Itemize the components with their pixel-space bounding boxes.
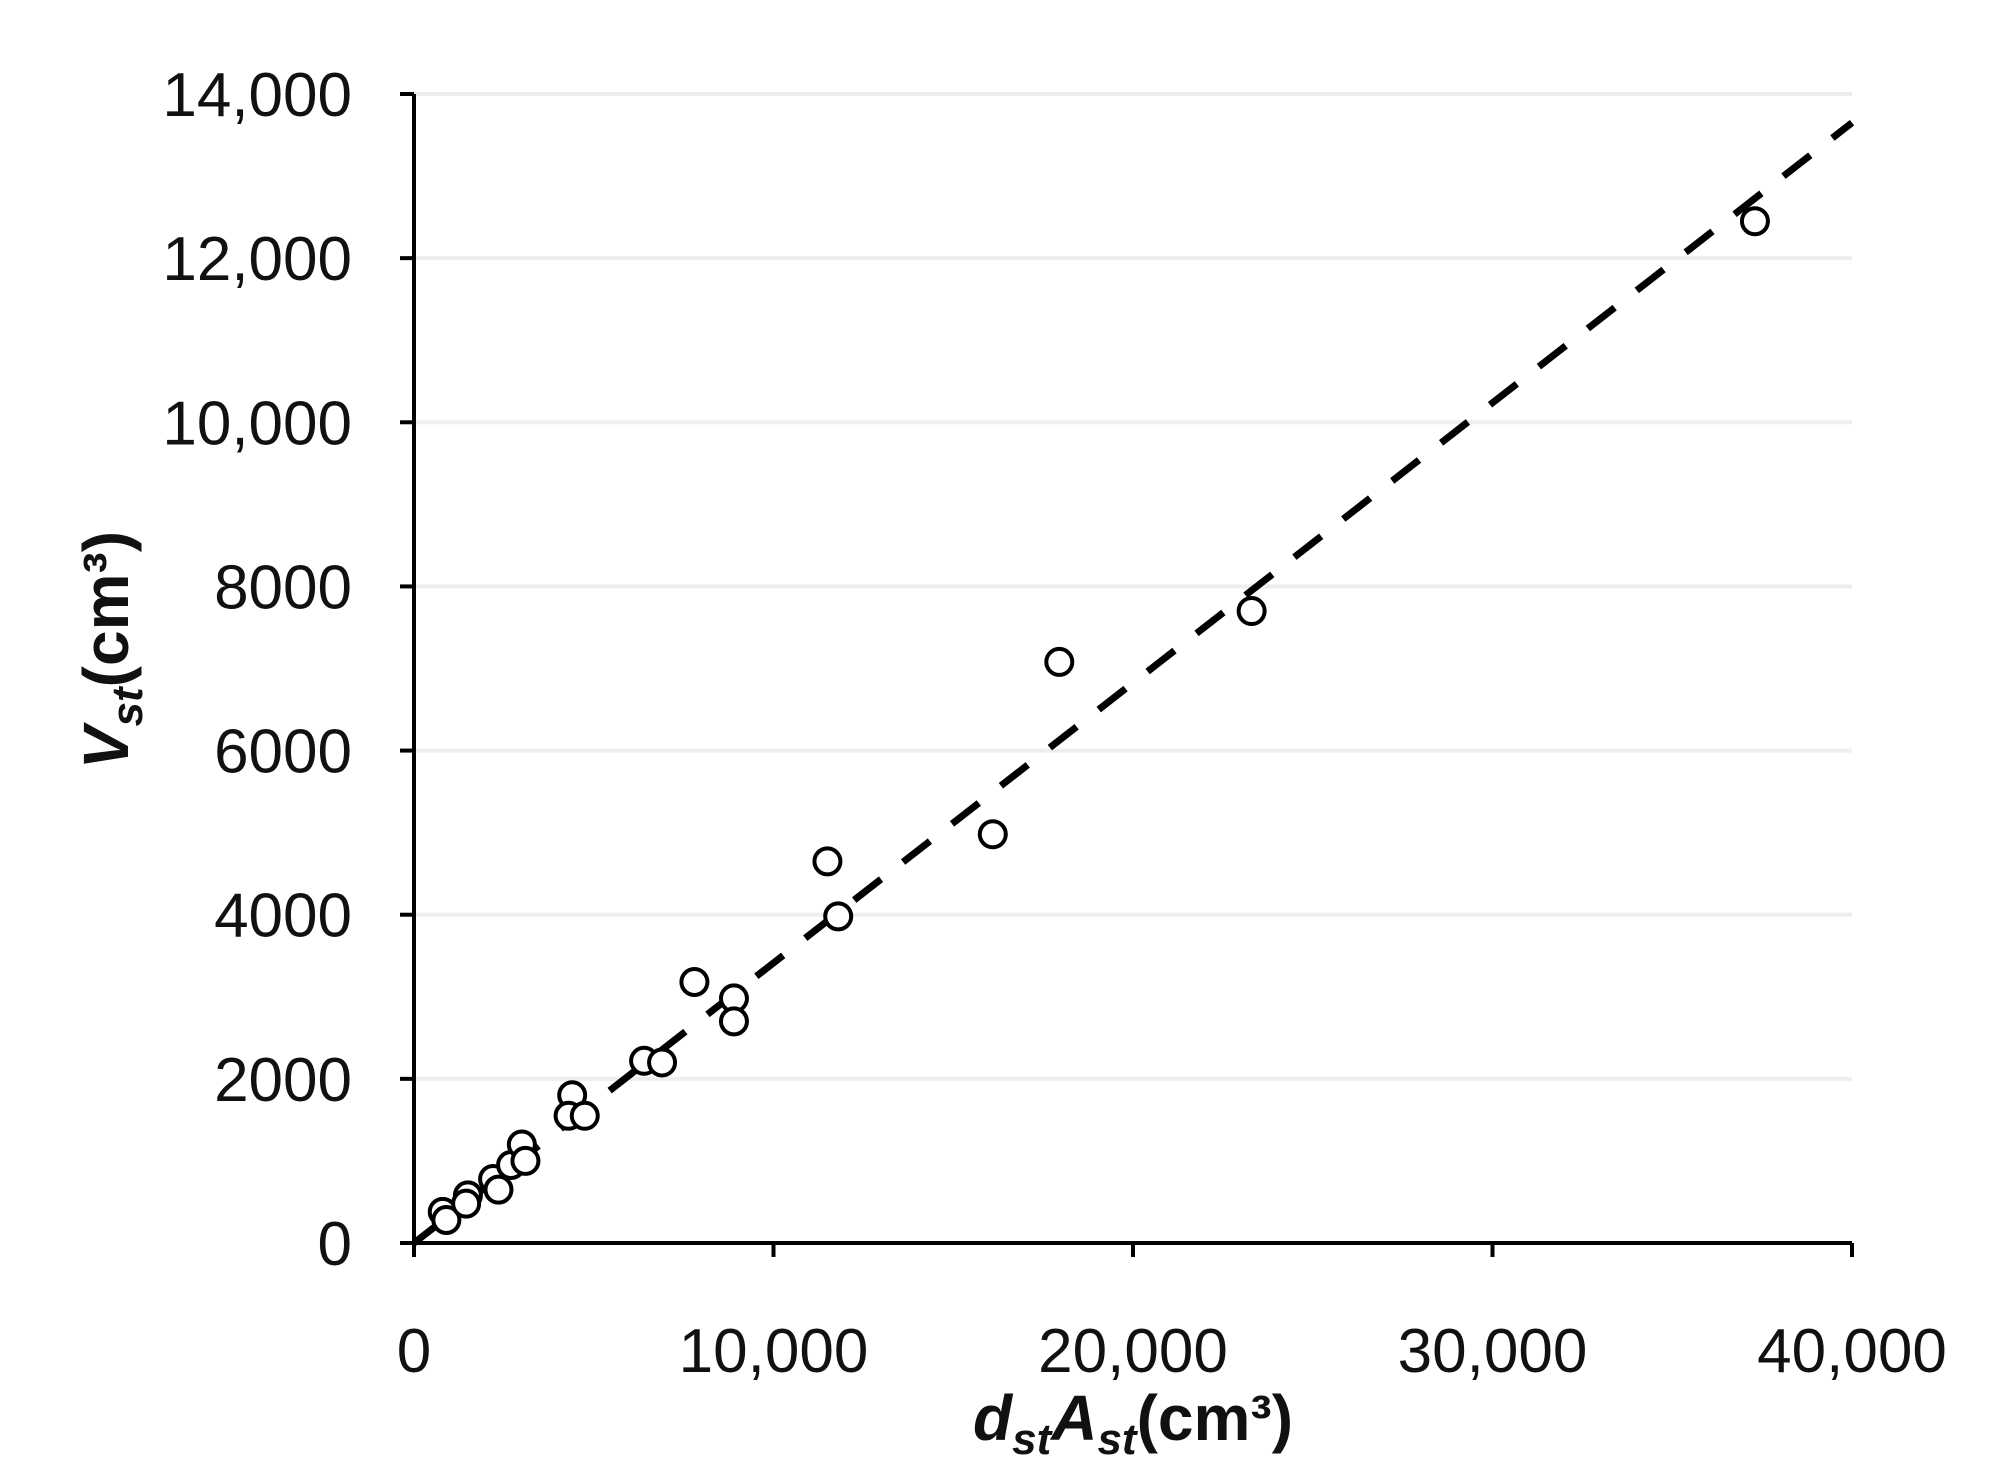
- data-point: [1739, 206, 1770, 237]
- data-points: [427, 206, 1770, 1236]
- x-tick-label: 30,000: [1398, 1317, 1588, 1386]
- data-point: [977, 819, 1008, 850]
- data-point: [823, 901, 854, 932]
- data-point: [451, 1188, 482, 1219]
- data-point: [679, 967, 710, 998]
- grid-lines: [414, 92, 1852, 1081]
- x-axis-title-main1: d: [973, 1382, 1014, 1454]
- data-point: [569, 1100, 600, 1131]
- y-tick-label: 6000: [214, 718, 352, 787]
- data-point: [510, 1145, 541, 1176]
- data-point: [483, 1174, 514, 1205]
- y-tick-label: 4000: [214, 882, 352, 951]
- y-tick-label: 8000: [214, 553, 352, 622]
- x-axis-title-unit: (cm³): [1137, 1382, 1293, 1454]
- x-tick-label: 40,000: [1757, 1317, 1947, 1386]
- y-ticks: 0 2000 4000 6000 8000 10,000 12,000 14,000: [162, 61, 414, 1279]
- x-tick-label: 10,000: [679, 1317, 869, 1386]
- y-tick-label: 10,000: [162, 389, 352, 458]
- y-axis-title: Vst(cm³): [70, 531, 152, 769]
- x-axis-title-sub2: st: [1097, 1415, 1138, 1464]
- data-point: [718, 1006, 749, 1037]
- y-axis-title-sub: st: [103, 685, 152, 726]
- x-axis-title: dstAst(cm³): [973, 1382, 1293, 1464]
- y-tick-label: 14,000: [162, 61, 352, 130]
- data-point: [1236, 596, 1267, 627]
- data-point: [1044, 646, 1075, 677]
- x-axis-title-main2: A: [1049, 1382, 1097, 1454]
- y-axis-title-main: V: [70, 721, 142, 769]
- x-ticks: 0 10,000 20,000 30,000 40,000: [397, 1243, 1947, 1386]
- y-tick-label: 0: [318, 1210, 352, 1279]
- trendline: [411, 119, 1855, 1246]
- y-axis-title-unit: (cm³): [70, 531, 142, 687]
- data-point: [431, 1205, 462, 1236]
- y-tick-label: 2000: [214, 1046, 352, 1115]
- data-point: [812, 846, 843, 877]
- x-tick-label: 0: [397, 1317, 431, 1386]
- y-tick-label: 12,000: [162, 225, 352, 294]
- x-axis-title-sub1: st: [1012, 1415, 1053, 1464]
- data-point: [647, 1047, 678, 1078]
- x-tick-label: 20,000: [1038, 1317, 1228, 1386]
